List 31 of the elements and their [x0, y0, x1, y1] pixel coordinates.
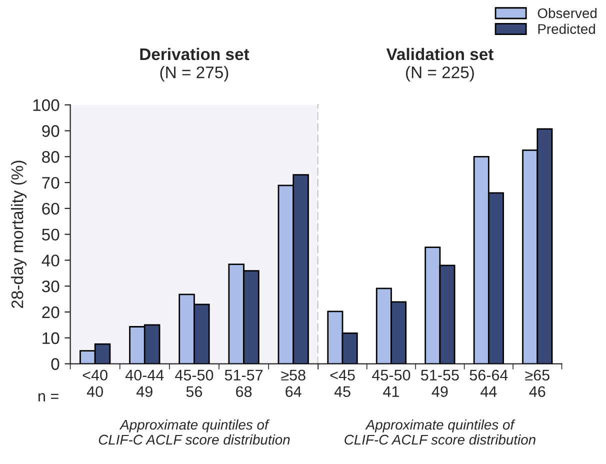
- x-tick-label: 51-57 68: [224, 370, 263, 398]
- y-tick-label: 10: [42, 332, 60, 344]
- y-axis-title: 28-day mortality (%): [10, 160, 27, 308]
- y-tick-label: 100: [33, 99, 60, 112]
- x-tick-label: <45 45: [330, 370, 355, 398]
- chart-title: Derivation set: [140, 48, 250, 60]
- y-tick-label: 90: [42, 125, 60, 137]
- y-tick-label: 70: [42, 176, 60, 189]
- y-tick-label: 20: [42, 306, 60, 318]
- x-tick-label: 40-44 49: [125, 370, 164, 398]
- legend-label: Observed: [538, 8, 597, 18]
- y-tick-label: 40: [42, 254, 60, 266]
- y-tick-label: 80: [42, 151, 60, 163]
- x-axis-title: Approximate quintiles of CLIF-C ACLF score distribution: [98, 419, 290, 445]
- x-tick-label: <40 40: [82, 370, 108, 398]
- x-tick-label: ≥65 46: [525, 370, 550, 398]
- chart-subtitle: (N = 225): [406, 66, 474, 82]
- legend-label: Predicted: [538, 24, 595, 34]
- y-tick-label: 30: [42, 280, 60, 292]
- x-tick-label: 45-50 56: [175, 370, 214, 398]
- y-tick-label: 50: [42, 228, 60, 241]
- text: n =: [38, 393, 58, 402]
- x-tick-label: 51-55 49: [421, 370, 459, 398]
- y-tick-label: 60: [42, 202, 60, 215]
- chart-title: Validation set: [386, 48, 494, 60]
- x-tick-label: 56-64 44: [470, 370, 508, 397]
- x-tick-label: ≥58 64: [281, 370, 306, 398]
- x-tick-label: 45-50 41: [372, 370, 410, 397]
- y-tick-label: 0: [51, 358, 60, 370]
- chart-subtitle: (N = 275): [160, 66, 228, 82]
- x-axis-title: Approximate quintiles of CLIF-C ACLF score distribution: [344, 419, 536, 445]
